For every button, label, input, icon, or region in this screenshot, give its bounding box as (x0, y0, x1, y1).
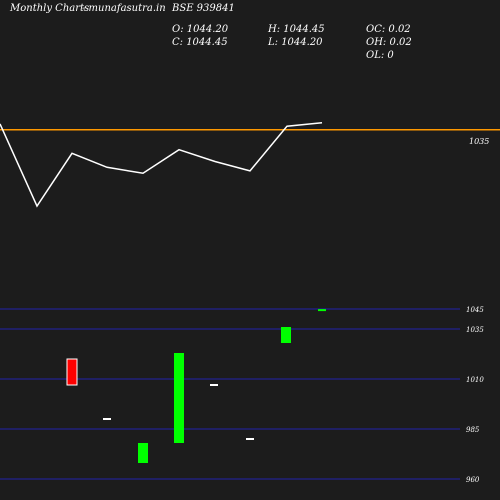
close-value: C: 1044.45 (172, 37, 228, 48)
candle (246, 438, 254, 440)
grid-lines (0, 308, 460, 480)
open-value: O: 1044.20 (172, 24, 229, 35)
oh-value: OH: 0.02 (366, 37, 412, 48)
y-tick-label: 960 (466, 476, 480, 484)
low-value: L: 1044.20 (267, 37, 323, 48)
y-tick-label: 1010 (466, 376, 484, 384)
line-chart: 1035 (0, 121, 500, 208)
site-label: - munafasutra.in (82, 3, 166, 14)
candle (210, 384, 218, 386)
y-tick-label: 1035 (466, 326, 484, 334)
y-tick-label: 985 (466, 426, 480, 434)
candle (66, 358, 78, 386)
candle (138, 443, 148, 463)
tick-labels: 1045 1035 1010 985 960 (466, 306, 484, 484)
candle (318, 309, 326, 312)
oc-value: OC: 0.02 (366, 24, 411, 35)
symbol-label: BSE 939841 (171, 3, 235, 14)
candle (174, 353, 184, 443)
brand-label: Monthly Charts (9, 3, 89, 14)
candle (281, 327, 291, 343)
series-line (0, 121, 323, 208)
candles (66, 309, 326, 463)
ol-value: OL: 0 (366, 50, 394, 61)
high-value: H: 1044.45 (267, 24, 325, 35)
candle (103, 418, 111, 420)
level-label: 1035 (469, 137, 489, 146)
y-tick-label: 1045 (466, 306, 484, 314)
